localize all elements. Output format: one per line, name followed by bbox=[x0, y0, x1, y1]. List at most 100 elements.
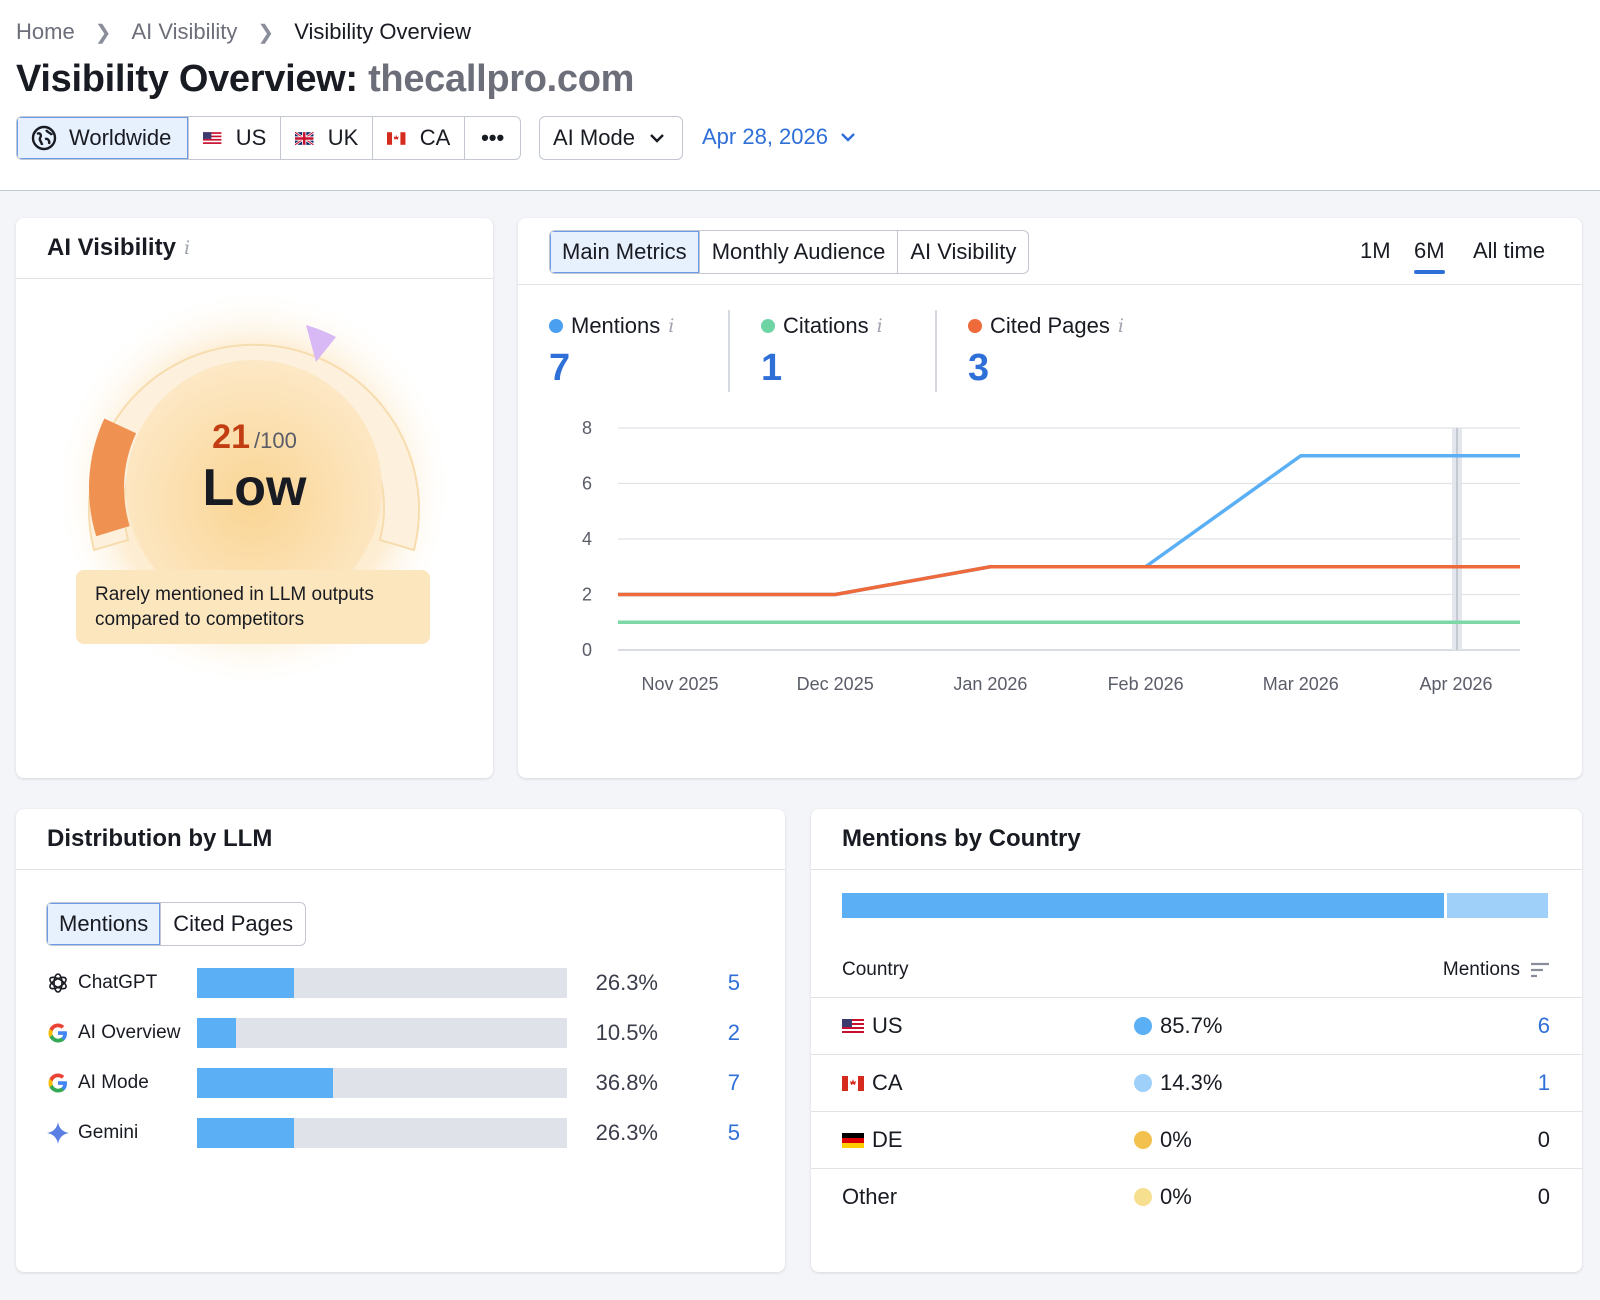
info-icon[interactable]: i bbox=[1117, 315, 1124, 337]
share-dot bbox=[1134, 1131, 1152, 1149]
google-icon bbox=[46, 1021, 70, 1045]
breadcrumb: Home ❯ AI Visibility ❯ Visibility Overvi… bbox=[16, 19, 471, 45]
metric-cited-pages: Cited Pages i 3 bbox=[968, 313, 1124, 390]
y-tick-label: 2 bbox=[582, 585, 592, 605]
column-header-mentions[interactable]: Mentions bbox=[1443, 959, 1550, 981]
llm-mentions-count[interactable]: 5 bbox=[727, 970, 740, 995]
x-tick-label: Dec 2025 bbox=[797, 674, 874, 694]
country-mentions-count[interactable]: 6 bbox=[1537, 1013, 1550, 1038]
more-regions-button[interactable]: ••• bbox=[465, 117, 520, 159]
period-1m[interactable]: 1M bbox=[1360, 238, 1391, 263]
region-us-label: US bbox=[235, 125, 267, 150]
region-ca-label: CA bbox=[419, 125, 451, 150]
region-ca[interactable]: CA bbox=[373, 117, 466, 159]
info-icon[interactable]: i bbox=[876, 315, 883, 337]
llm-share-bar bbox=[197, 1068, 567, 1098]
ai-visibility-title: AI Visibility bbox=[47, 234, 176, 261]
country-name: Other bbox=[842, 1184, 898, 1209]
ca-flag-icon bbox=[387, 131, 406, 145]
ai-visibility-card: AI Visibility i 21/100 Low Rarely mentio… bbox=[16, 218, 493, 778]
us-flag-icon bbox=[842, 1018, 864, 1034]
divider bbox=[728, 310, 730, 392]
region-us[interactable]: US bbox=[189, 117, 282, 159]
llm-mentions-count[interactable]: 2 bbox=[727, 1020, 740, 1045]
llm-mentions-count[interactable]: 5 bbox=[727, 1120, 740, 1145]
region-uk[interactable]: UK bbox=[281, 117, 374, 159]
country-share: 0% bbox=[1160, 1184, 1192, 1209]
llm-share-percent: 26.3% bbox=[595, 970, 658, 995]
country-mentions-count[interactable]: 1 bbox=[1537, 1070, 1550, 1095]
llm-share-percent: 36.8% bbox=[595, 1070, 658, 1095]
more-icon: ••• bbox=[481, 125, 505, 150]
score-value: 21 bbox=[212, 418, 250, 456]
llm-share-bar bbox=[197, 1018, 567, 1048]
mode-dropdown[interactable]: AI Mode bbox=[539, 116, 683, 160]
info-icon[interactable]: i bbox=[183, 237, 191, 259]
country-share-bar bbox=[842, 893, 1548, 918]
llm-row-chatgpt: ChatGPT 26.3% 5 bbox=[46, 968, 756, 998]
llm-share-bar-fill bbox=[197, 1018, 236, 1048]
region-worldwide[interactable]: Worldwide bbox=[17, 117, 190, 159]
page-title-domain: thecallpro.com bbox=[368, 58, 635, 100]
globe-icon bbox=[31, 125, 57, 151]
y-tick-label: 6 bbox=[582, 474, 592, 494]
tab-mentions[interactable]: Mentions bbox=[47, 903, 162, 945]
llm-share-percent: 26.3% bbox=[595, 1120, 658, 1145]
tab-ai-visibility[interactable]: AI Visibility bbox=[910, 239, 1017, 264]
llm-share-percent: 10.5% bbox=[595, 1020, 658, 1045]
ca-flag-icon bbox=[842, 1075, 864, 1091]
country-row-ca: CA 14.3% 1 bbox=[811, 1054, 1582, 1111]
share-dot bbox=[1134, 1188, 1152, 1206]
metric-cited-pages-label: Cited Pages bbox=[990, 313, 1110, 338]
share-dot bbox=[1134, 1074, 1152, 1092]
country-row-other: Other 0% 0 bbox=[811, 1168, 1582, 1225]
metric-citations-label: Citations bbox=[783, 313, 869, 338]
period-all-time[interactable]: All time bbox=[1473, 238, 1546, 263]
metric-mentions-value: 7 bbox=[549, 347, 571, 389]
llm-name: AI Mode bbox=[78, 1072, 149, 1093]
country-share: 0% bbox=[1160, 1127, 1192, 1152]
chevron-down-icon bbox=[650, 134, 664, 143]
llm-share-bar-fill bbox=[197, 968, 295, 998]
date-picker-value: Apr 28, 2026 bbox=[702, 124, 828, 149]
divider bbox=[16, 869, 785, 870]
gauge-score-arc bbox=[89, 418, 137, 537]
column-header-mentions-label: Mentions bbox=[1442, 959, 1520, 980]
breadcrumb-ai-visibility[interactable]: AI Visibility bbox=[131, 19, 238, 44]
mentions-dot bbox=[549, 319, 563, 333]
tab-main-metrics[interactable]: Main Metrics bbox=[550, 231, 700, 273]
series-line-cited-pages bbox=[618, 565, 1520, 597]
period-6m[interactable]: 6M bbox=[1414, 238, 1445, 274]
x-tick-label: Feb 2026 bbox=[1108, 674, 1184, 694]
llm-row-ai-overview: AI Overview 10.5% 2 bbox=[46, 1018, 756, 1048]
sort-icon bbox=[1531, 962, 1549, 978]
distribution-tabs: Mentions Cited Pages bbox=[46, 902, 307, 946]
score-block: 21/100 bbox=[16, 418, 493, 457]
page-header: Home ❯ AI Visibility ❯ Visibility Overvi… bbox=[0, 0, 1600, 191]
metric-mentions: Mentions i 7 bbox=[549, 313, 674, 390]
llm-mentions-count[interactable]: 7 bbox=[727, 1070, 740, 1095]
divider bbox=[16, 278, 493, 279]
country-mentions-count: 0 bbox=[1537, 1184, 1550, 1209]
region-worldwide-label: Worldwide bbox=[69, 125, 172, 150]
metric-citations: Citations i 1 bbox=[761, 313, 883, 390]
mode-dropdown-value: AI Mode bbox=[553, 125, 635, 150]
llm-name: ChatGPT bbox=[78, 972, 158, 993]
visibility-message: Rarely mentioned in LLM outputs compared… bbox=[76, 570, 430, 644]
country-row-us: US 85.7% 6 bbox=[811, 997, 1582, 1054]
info-icon[interactable]: i bbox=[668, 315, 675, 337]
line-chart: 0 2 4 6 8 Nov 2025 Dec 2025 Jan 2026 Feb 2026 Mar… bbox=[582, 418, 1520, 694]
llm-share-bar bbox=[197, 1118, 567, 1148]
tab-monthly-audience[interactable]: Monthly Audience bbox=[700, 231, 899, 273]
breadcrumb-home[interactable]: Home bbox=[16, 19, 75, 44]
llm-share-bar bbox=[197, 968, 567, 998]
region-selector: Worldwide US UK bbox=[16, 116, 521, 160]
distribution-title: Distribution by LLM bbox=[47, 825, 273, 852]
x-tick-label: Mar 2026 bbox=[1263, 674, 1339, 694]
y-tick-label: 0 bbox=[582, 640, 592, 660]
tab-cited-pages[interactable]: Cited Pages bbox=[173, 911, 294, 936]
country-name: CA bbox=[872, 1070, 903, 1095]
date-picker[interactable]: Apr 28, 2026 bbox=[702, 124, 856, 150]
country-share: 85.7% bbox=[1160, 1013, 1223, 1038]
region-uk-label: UK bbox=[327, 125, 359, 150]
